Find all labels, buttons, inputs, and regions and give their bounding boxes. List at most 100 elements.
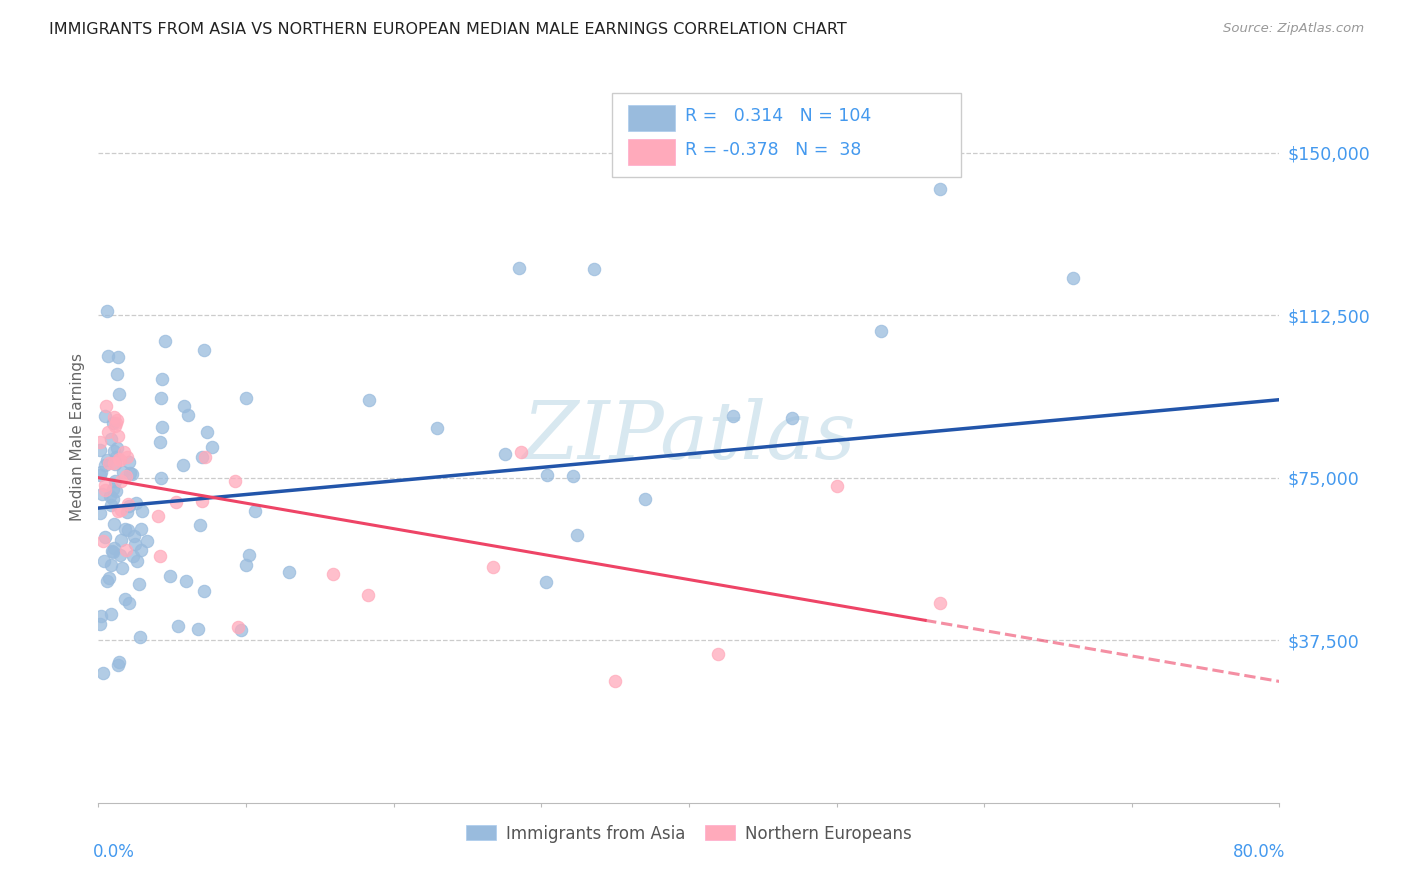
Point xyxy=(125,496,148,510)
Point xyxy=(129,543,152,558)
Point xyxy=(508,260,530,275)
Point xyxy=(723,409,745,424)
Point xyxy=(359,392,381,407)
Point xyxy=(104,483,127,498)
Point xyxy=(105,441,128,455)
Point xyxy=(110,533,132,547)
Point xyxy=(194,450,217,464)
Point xyxy=(193,343,215,357)
Point xyxy=(118,466,141,480)
Point xyxy=(177,408,200,422)
Point xyxy=(115,542,138,557)
Point xyxy=(89,506,111,520)
Text: R = -0.378   N =  38: R = -0.378 N = 38 xyxy=(685,141,862,159)
Point xyxy=(101,416,124,430)
Point xyxy=(94,400,117,414)
Point xyxy=(191,450,214,465)
Point xyxy=(115,450,138,464)
Point xyxy=(224,475,246,489)
Point xyxy=(190,493,212,508)
Point xyxy=(117,497,139,511)
Point xyxy=(105,450,128,465)
Point xyxy=(108,452,131,467)
Text: 80.0%: 80.0% xyxy=(1233,843,1285,861)
Point xyxy=(235,391,257,405)
Point xyxy=(322,566,344,581)
Point xyxy=(110,502,132,516)
Point xyxy=(565,528,588,542)
Point xyxy=(107,504,129,518)
Point xyxy=(121,467,143,481)
Point xyxy=(121,549,143,563)
Point xyxy=(107,351,129,365)
Point xyxy=(135,533,157,548)
Point xyxy=(103,444,125,458)
Point xyxy=(707,647,730,661)
Point xyxy=(174,574,197,588)
Point xyxy=(825,479,848,493)
Legend: Immigrants from Asia, Northern Europeans: Immigrants from Asia, Northern Europeans xyxy=(460,818,918,849)
Point xyxy=(89,616,111,631)
Point xyxy=(100,432,122,446)
Point xyxy=(124,529,146,543)
Point xyxy=(89,468,111,483)
Point xyxy=(188,517,211,532)
Point xyxy=(165,495,187,509)
Point xyxy=(101,544,124,558)
Point xyxy=(149,391,172,405)
Point xyxy=(96,452,118,467)
Point xyxy=(103,409,125,424)
Point xyxy=(90,608,112,623)
Point xyxy=(115,505,138,519)
Point xyxy=(94,483,117,497)
Point xyxy=(91,533,114,548)
Point xyxy=(231,623,253,637)
Point xyxy=(243,503,266,517)
Point xyxy=(150,471,173,485)
Point xyxy=(101,545,124,559)
Point xyxy=(100,498,122,512)
Point xyxy=(150,371,173,385)
Point xyxy=(97,572,120,586)
Point xyxy=(103,516,125,531)
Point xyxy=(201,440,224,454)
Point xyxy=(97,349,120,363)
Point xyxy=(91,487,114,501)
Point xyxy=(634,492,657,507)
Point xyxy=(105,367,128,381)
Point xyxy=(110,452,132,467)
Text: ZIPatlas: ZIPatlas xyxy=(522,399,856,475)
Point xyxy=(235,558,257,572)
Point xyxy=(929,596,952,610)
Point xyxy=(103,456,125,470)
Point xyxy=(97,425,120,440)
Point xyxy=(107,428,129,442)
Point xyxy=(103,482,125,496)
Point xyxy=(127,554,149,568)
Point xyxy=(115,469,138,483)
Point xyxy=(96,304,118,318)
Point xyxy=(929,181,952,195)
Point xyxy=(128,577,150,591)
Text: 0.0%: 0.0% xyxy=(93,843,135,861)
Point xyxy=(89,435,111,450)
Point xyxy=(104,474,127,488)
Point xyxy=(1062,271,1084,285)
Point xyxy=(94,530,117,544)
Point xyxy=(100,558,122,573)
Point xyxy=(90,465,112,479)
Point xyxy=(107,658,129,673)
Point xyxy=(100,607,122,621)
Text: Source: ZipAtlas.com: Source: ZipAtlas.com xyxy=(1223,22,1364,36)
Point xyxy=(426,421,449,435)
Point xyxy=(238,548,260,562)
Point xyxy=(129,521,152,535)
Point xyxy=(96,574,118,588)
Point xyxy=(103,541,125,555)
Point xyxy=(94,458,117,473)
Point xyxy=(108,655,131,669)
Point xyxy=(105,413,128,427)
Text: IMMIGRANTS FROM ASIA VS NORTHERN EUROPEAN MEDIAN MALE EARNINGS CORRELATION CHART: IMMIGRANTS FROM ASIA VS NORTHERN EUROPEA… xyxy=(49,22,846,37)
Point xyxy=(118,455,141,469)
Point xyxy=(870,324,893,338)
